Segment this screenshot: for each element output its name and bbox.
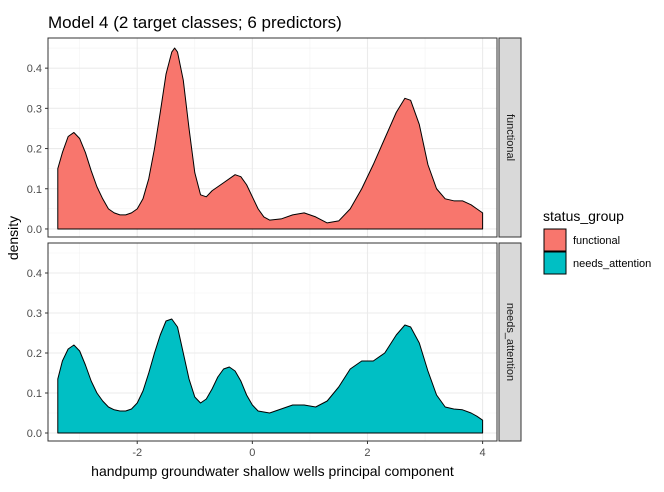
panel-border (47, 37, 498, 238)
facet-strip (498, 37, 522, 238)
y-tick-label: 0.0 (27, 428, 42, 440)
density-area-functional (57, 47, 484, 230)
x-tick-label: 2 (364, 447, 370, 459)
legend-entries: functional needs_attention (543, 228, 651, 275)
y-tick-label: 0.1 (27, 184, 42, 196)
legend-entry-needs-attention: needs_attention (543, 251, 651, 275)
y-tick-label: 0.1 (27, 388, 42, 400)
facet-strip-label: needs_attention (504, 303, 516, 381)
facet-panel-functional: 0.0 0.1 0.2 0.3 0.4 functional (27, 37, 522, 238)
y-tick-label: 0.2 (27, 348, 42, 360)
chart-title: Model 4 (2 target classes; 6 predictors) (48, 13, 342, 32)
facet-strip (498, 242, 522, 442)
legend-key (543, 228, 567, 252)
facet-strip-label: functional (504, 114, 516, 161)
legend-key (543, 251, 567, 275)
facet-panel-needs-attention: 0.0 0.1 0.2 0.3 0.4 needs_attention (27, 242, 522, 442)
y-tick-label: 0.3 (27, 308, 42, 320)
x-tick-label: 0 (249, 447, 255, 459)
facet-panels: 0.0 0.1 0.2 0.3 0.4 functional 0.0 0.1 0.2 0.3 0.4… (27, 37, 522, 442)
y-tick-label: 0.3 (27, 103, 42, 115)
legend-title: status_group (543, 208, 624, 224)
x-tick-label: 4 (480, 447, 486, 459)
legend: status_group functional needs_attention (543, 208, 651, 275)
x-axis-ticks: -2 0 2 4 (132, 441, 486, 459)
panel-border (47, 242, 498, 442)
y-axis-title: density (5, 216, 21, 260)
legend-entry-functional: functional (543, 228, 620, 252)
y-tick-label: 0.0 (27, 224, 42, 236)
legend-label: functional (573, 235, 620, 247)
density-area-needs-attention (57, 318, 484, 434)
x-axis-title: handpump groundwater shallow wells princ… (91, 463, 454, 479)
x-tick-label: -2 (132, 447, 142, 459)
y-tick-label: 0.2 (27, 144, 42, 156)
y-tick-label: 0.4 (27, 63, 42, 75)
legend-label: needs_attention (573, 258, 651, 270)
y-tick-label: 0.4 (27, 268, 42, 280)
